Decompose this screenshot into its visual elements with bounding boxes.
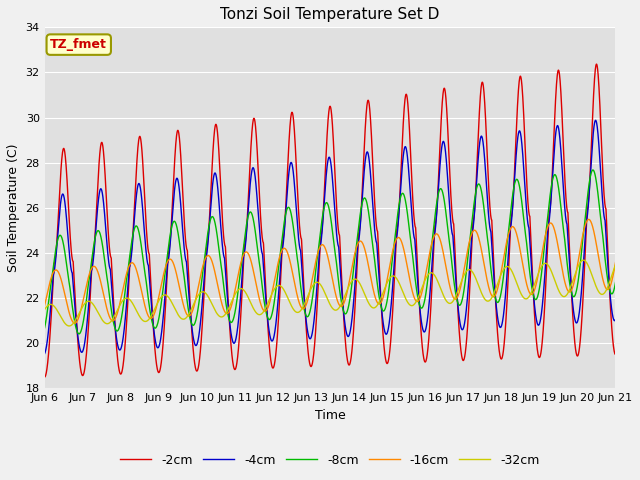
-4cm [539, 298, 547, 304]
-32cm [41, 307, 49, 312]
Line: -4cm: -4cm [45, 120, 616, 354]
-4cm [591, 118, 599, 123]
-16cm [585, 216, 593, 222]
-32cm [260, 309, 268, 314]
-16cm [285, 252, 292, 258]
-8cm [140, 262, 148, 267]
-2cm [260, 241, 268, 247]
-32cm [140, 318, 148, 324]
Text: TZ_fmet: TZ_fmet [51, 38, 107, 51]
Line: -32cm: -32cm [45, 260, 616, 326]
-4cm [284, 176, 292, 182]
-4cm [260, 265, 268, 271]
-16cm [601, 283, 609, 288]
-8cm [285, 204, 292, 210]
-32cm [285, 297, 292, 302]
Y-axis label: Soil Temperature (C): Soil Temperature (C) [7, 144, 20, 272]
-16cm [106, 315, 114, 321]
-4cm [600, 216, 608, 221]
-16cm [260, 308, 268, 313]
-2cm [284, 152, 292, 158]
-16cm [539, 245, 547, 251]
-32cm [612, 262, 620, 268]
-2cm [41, 374, 49, 380]
-8cm [589, 167, 596, 173]
Title: Tonzi Soil Temperature Set D: Tonzi Soil Temperature Set D [220, 7, 440, 22]
-32cm [601, 290, 609, 296]
-2cm [106, 248, 113, 253]
-2cm [612, 352, 620, 358]
-2cm [539, 333, 547, 338]
-8cm [601, 252, 609, 258]
-8cm [260, 295, 268, 301]
-8cm [612, 280, 620, 286]
-4cm [140, 218, 147, 224]
-4cm [41, 351, 49, 357]
Line: -16cm: -16cm [45, 219, 616, 323]
-2cm [593, 61, 600, 67]
-32cm [579, 257, 587, 263]
-32cm [65, 323, 73, 329]
-4cm [106, 265, 113, 271]
-2cm [600, 197, 608, 203]
Legend: -2cm, -4cm, -8cm, -16cm, -32cm: -2cm, -4cm, -8cm, -16cm, -32cm [115, 449, 545, 472]
-2cm [140, 175, 147, 180]
Line: -8cm: -8cm [45, 170, 616, 334]
-16cm [41, 302, 49, 308]
-8cm [41, 325, 49, 331]
-16cm [71, 320, 79, 326]
-16cm [612, 260, 620, 265]
-4cm [612, 317, 620, 323]
-8cm [539, 257, 547, 263]
-8cm [106, 297, 114, 302]
Line: -2cm: -2cm [45, 64, 616, 377]
X-axis label: Time: Time [315, 409, 346, 422]
-32cm [539, 262, 547, 267]
-32cm [106, 320, 114, 325]
-8cm [76, 331, 83, 337]
-16cm [140, 299, 148, 304]
